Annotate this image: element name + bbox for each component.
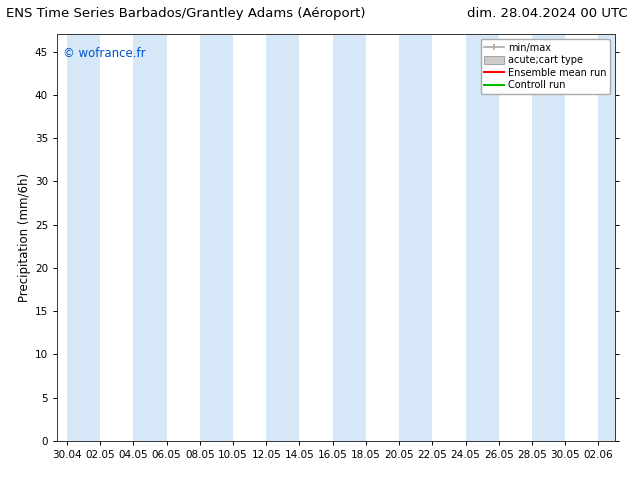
- Bar: [266, 34, 299, 441]
- Legend: min/max, acute;cart type, Ensemble mean run, Controll run: min/max, acute;cart type, Ensemble mean …: [481, 39, 610, 94]
- Bar: [133, 34, 167, 441]
- Bar: [200, 34, 233, 441]
- Bar: [333, 34, 366, 441]
- Bar: [399, 34, 432, 441]
- Text: dim. 28.04.2024 00 UTC: dim. 28.04.2024 00 UTC: [467, 7, 628, 21]
- Bar: [532, 34, 565, 441]
- Y-axis label: Precipitation (mm/6h): Precipitation (mm/6h): [18, 173, 30, 302]
- Bar: [598, 34, 615, 441]
- Text: ENS Time Series Barbados/Grantley Adams (Aéroport): ENS Time Series Barbados/Grantley Adams …: [6, 7, 366, 21]
- Bar: [465, 34, 499, 441]
- Bar: [67, 34, 100, 441]
- Text: © wofrance.fr: © wofrance.fr: [63, 47, 145, 59]
